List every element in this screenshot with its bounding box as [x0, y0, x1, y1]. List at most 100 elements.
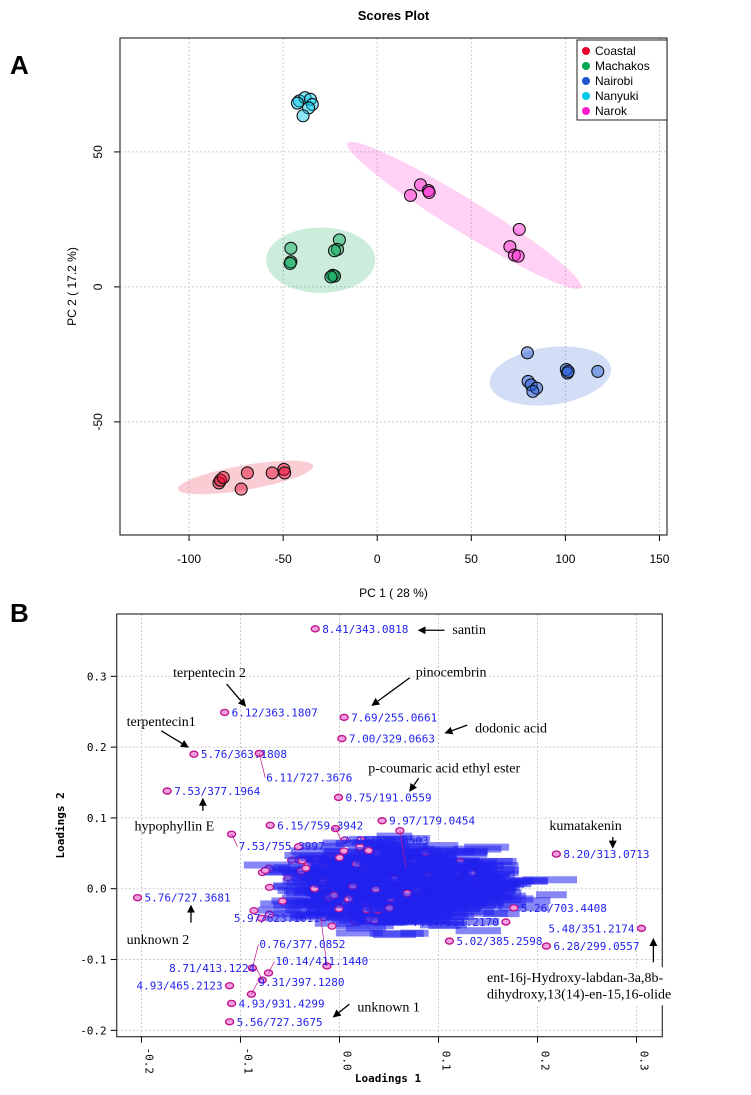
compound-annotation: dodonic acid: [475, 721, 547, 736]
score-point-narok: [511, 249, 525, 263]
confidence-ellipse-narok: [347, 141, 582, 289]
x-tick-label: 50: [465, 552, 479, 566]
loading-point-label: 7.69/255.0661: [351, 711, 437, 724]
score-point-machakos: [324, 270, 338, 284]
compound-annotation: pinocembrin: [416, 665, 487, 680]
loading-label-cluster: [335, 929, 383, 937]
score-point-coastal: [216, 470, 230, 485]
loading-point-label: 7.01/327.0503: [343, 835, 429, 848]
loading-point: [551, 850, 562, 858]
loading-label-cluster: [285, 906, 323, 914]
loading-point-label: 5.28/337.0923: [407, 861, 493, 874]
legend-label: Nanyuki: [595, 89, 638, 103]
loading-point: [509, 904, 519, 912]
legend-box: [576, 39, 668, 121]
compound-annotation: unknown 1: [357, 1000, 420, 1015]
compound-annotation: hypophyllin E: [135, 820, 215, 835]
label-leader-line: [251, 982, 258, 995]
score-point-nairobi: [561, 364, 575, 378]
loading-point: [363, 847, 374, 855]
loading-label-cluster: [307, 859, 365, 867]
y-tick-label: 0.2: [87, 741, 107, 754]
x-tick-label: 0.1: [440, 1051, 453, 1071]
compound-annotation: terpentecin 2: [173, 666, 246, 681]
annotation-arrow: [332, 1003, 350, 1018]
score-point-nanyuki: [290, 96, 304, 110]
loading-label-cluster: [376, 832, 413, 840]
label-leader-line: [399, 830, 407, 868]
loading-label-cluster: [286, 897, 341, 905]
score-point-coastal: [240, 466, 254, 480]
loading-point-label: 6.15/759.3942: [277, 819, 363, 832]
loading-label-cluster: [362, 891, 393, 899]
chart-title: Scores Plot: [358, 8, 430, 23]
loading-label-cluster: [282, 877, 332, 885]
y-tick-label: 0: [91, 283, 105, 290]
loading-point: [501, 918, 511, 926]
loading-label-cluster: [389, 909, 440, 917]
x-tick-label: 0.0: [340, 1051, 353, 1071]
compound-annotation: kumatakenin: [549, 819, 621, 834]
score-point-narok: [403, 188, 418, 202]
loading-label-cluster: [401, 835, 431, 843]
loading-label-cluster: [379, 885, 429, 893]
label-leader-line: [231, 834, 238, 847]
annotation-arrow: [226, 683, 247, 707]
loading-label-cluster: [304, 873, 334, 881]
loading-label-cluster: [377, 855, 415, 863]
legend-marker-coastal: [582, 47, 590, 55]
loading-label-cluster: [290, 911, 332, 919]
loading-label-cluster: [265, 914, 305, 922]
loading-label-cluster: [446, 880, 492, 888]
x-tick-label: 0.2: [539, 1051, 552, 1071]
x-axis-label: PC 1 ( 28 %): [359, 586, 428, 600]
label-leader-line: [258, 753, 266, 779]
loading-label-cluster: [318, 884, 362, 892]
loading-point: [219, 708, 230, 717]
loading-point-label: 8.41/343.0818: [322, 623, 408, 636]
plot-frame: [119, 37, 668, 536]
loading-label-cluster: [321, 878, 359, 886]
loading-label-cluster: [483, 910, 520, 918]
annotation-arrow: [444, 724, 468, 735]
score-point-machakos: [327, 244, 342, 258]
loading-label-cluster: [372, 866, 409, 874]
loading-point-label: 5.02/385.2598: [456, 935, 542, 948]
loading-label-cluster: [332, 915, 362, 923]
x-tick-label: 0: [374, 552, 381, 566]
loading-label-cluster: [405, 848, 437, 856]
y-tick-label: -0.1: [80, 954, 107, 967]
loading-point-label: 5.48/351.2174: [548, 922, 634, 935]
confidence-ellipse-nairobi: [489, 346, 612, 406]
loading-label-cluster: [478, 877, 535, 885]
loading-label-cluster: [466, 899, 504, 907]
x-tick-label: 100: [555, 552, 575, 566]
x-tick-label: -0.2: [142, 1047, 155, 1074]
loading-point: [541, 942, 552, 950]
loading-label-cluster: [389, 892, 437, 900]
loading-point-label: 9.97/179.0454: [389, 815, 475, 828]
score-point-nanyuki: [296, 109, 310, 123]
loading-point-label: 5.26/703.4408: [521, 902, 607, 915]
score-point-machakos: [283, 256, 297, 270]
loading-label-cluster: [277, 886, 324, 894]
panel-label-b: B: [10, 598, 29, 628]
score-point-nairobi: [526, 384, 540, 398]
y-axis-label: PC 2 ( 17.2 %): [65, 247, 79, 326]
loading-point: [636, 924, 647, 933]
loading-point-label: 10.14/411.1440: [275, 955, 368, 968]
score-point-nanyuki: [305, 97, 319, 111]
loading-label-cluster: [404, 916, 450, 924]
loading-point-label: 8.71/413.1224: [169, 962, 255, 975]
loading-label-cluster: [370, 878, 419, 886]
loadings-plot: -0.2 -0.1 0.0 0.1 0.2 0.3 -0.2 -0.1 0.0 0.1 0.2 0.3…: [54, 613, 691, 1085]
loading-label-cluster: [284, 851, 335, 859]
scores-plot: Scores Plot -100 -50 0 50 100 150 -50 0 50 PC 1 ( …: [65, 8, 670, 600]
loading-point-label: 6.28/299.0557: [553, 940, 639, 953]
legend-label: Machakos: [595, 59, 650, 73]
score-point-coastal: [265, 466, 279, 480]
loading-point-label: 5.76/727.3681: [144, 892, 230, 905]
loading-point-label: 6.12/363.1807: [232, 706, 318, 719]
compound-annotation: terpentecin1: [127, 715, 196, 730]
